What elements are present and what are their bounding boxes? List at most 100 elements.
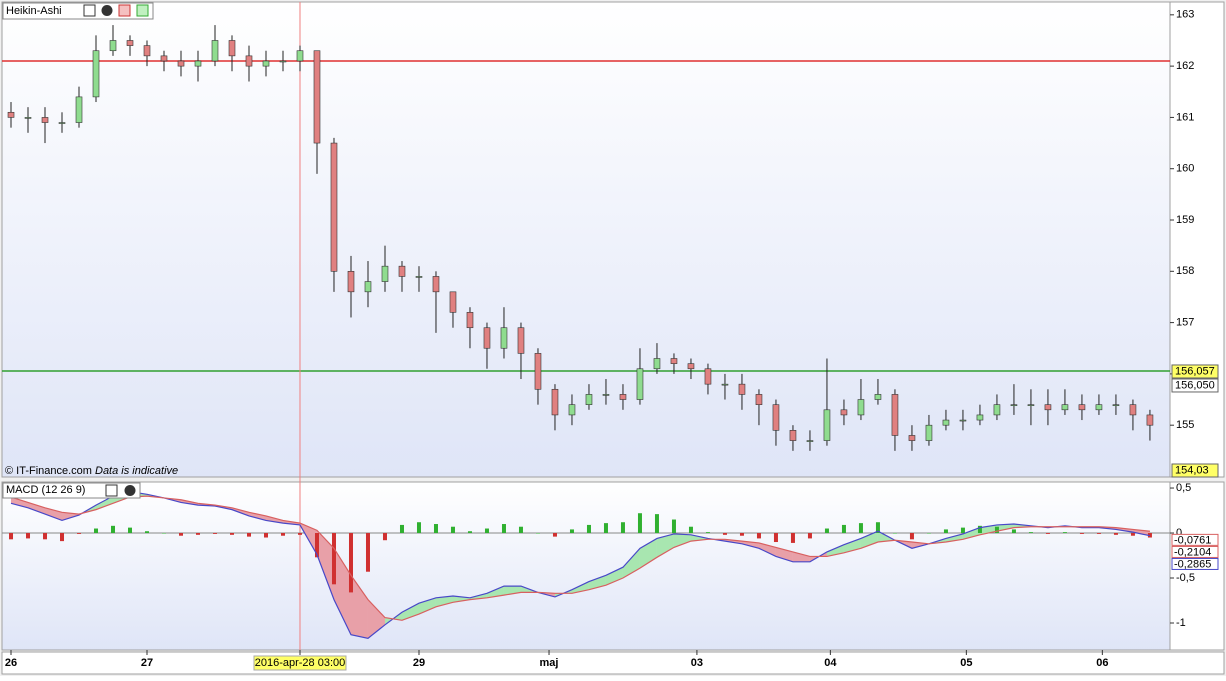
candle-body	[534, 353, 542, 390]
histogram-bar	[128, 527, 133, 534]
candle-body	[891, 394, 899, 436]
macd-fill	[418, 597, 436, 615]
histogram-bar	[484, 528, 489, 534]
x-highlight	[253, 655, 347, 671]
candle-body	[466, 312, 474, 329]
candle-body	[789, 430, 797, 441]
y-tick-label: 160	[1176, 163, 1194, 175]
candle-body	[177, 60, 185, 67]
histogram-bar	[722, 533, 727, 535]
macd-fill	[792, 551, 810, 562]
candle-body	[449, 291, 457, 313]
histogram-bar	[1079, 533, 1084, 534]
x-tick-label: 26	[5, 657, 17, 669]
histogram-bar	[875, 522, 880, 534]
histogram-bar	[739, 533, 744, 536]
y-tick-label: 157	[1176, 317, 1194, 329]
histogram-bar	[1062, 532, 1067, 534]
histogram-bar	[297, 533, 302, 535]
candle-body	[330, 142, 338, 272]
price-label: 156,057	[1175, 365, 1215, 377]
histogram-bar	[943, 529, 948, 534]
candle-body	[1010, 404, 1018, 406]
candle-body	[24, 117, 32, 119]
candle-body	[1129, 404, 1137, 416]
histogram-bar	[450, 526, 455, 534]
candle-body	[840, 409, 848, 416]
candle-body	[976, 414, 984, 421]
candle-body	[738, 383, 746, 395]
candle-body	[245, 55, 253, 67]
macd-fill	[486, 586, 504, 598]
candle-body	[925, 424, 933, 441]
price-label-box	[1171, 378, 1219, 393]
histogram-bar	[246, 533, 251, 537]
macd-fill	[248, 512, 266, 521]
last-value-label: -0,2104	[1174, 546, 1211, 558]
candle-body	[483, 327, 491, 349]
candle-body	[874, 394, 882, 400]
candle-body	[755, 394, 763, 405]
histogram-bar	[909, 533, 914, 540]
candle-body	[92, 50, 100, 98]
histogram-bar	[77, 533, 82, 534]
candle-body	[109, 40, 117, 52]
histogram-bar	[1096, 533, 1101, 534]
histogram-bar	[671, 519, 676, 534]
candle-body	[704, 368, 712, 385]
histogram-bar	[1028, 532, 1033, 534]
histogram-bar	[314, 533, 319, 558]
time-axis	[1, 651, 1225, 675]
y-tick-label: 158	[1176, 265, 1194, 277]
histogram-bar	[501, 524, 506, 534]
histogram-bar	[229, 533, 234, 535]
histogram-bar	[603, 523, 608, 534]
macd-fill	[860, 531, 878, 549]
plot-layer: 155156157158159160161162163156,057156,05…	[2, 2, 1219, 671]
candle-body	[228, 40, 236, 57]
title-box	[2, 2, 154, 20]
macd-fill	[962, 527, 980, 540]
macd-fill	[367, 599, 385, 639]
histogram-bar	[1113, 533, 1118, 535]
histogram-bar	[586, 524, 591, 534]
histogram-bar	[263, 533, 268, 538]
window-icon[interactable]	[105, 484, 118, 497]
candle-body	[415, 276, 423, 278]
candle-body	[653, 358, 661, 370]
x-tick-label: 03	[691, 657, 703, 669]
histogram-bar	[212, 533, 217, 534]
histogram-bar	[60, 533, 65, 542]
histogram-bar	[1130, 533, 1135, 536]
y-tick-label: -1	[1176, 617, 1186, 629]
macd-fill	[28, 502, 46, 515]
candle-body	[58, 122, 66, 124]
histogram-bar	[111, 525, 116, 534]
candle-body	[1061, 404, 1069, 411]
y-tick-label: -0,5	[1176, 572, 1195, 584]
note: Data is indicative	[95, 465, 178, 477]
candle-body	[160, 55, 168, 62]
histogram-bar	[535, 533, 540, 534]
add-icon[interactable]	[118, 4, 131, 17]
candle-body	[1146, 414, 1154, 426]
window-icon[interactable]	[83, 4, 96, 17]
last-value-box	[1171, 545, 1219, 558]
macd-fill	[673, 533, 691, 548]
histogram-bar	[552, 533, 557, 537]
price-label-box	[1171, 463, 1219, 478]
last-value-box	[1171, 557, 1219, 570]
close-icon[interactable]	[101, 5, 113, 16]
macd-fill	[401, 603, 419, 621]
histogram-bar	[195, 533, 200, 535]
histogram-bar	[9, 533, 14, 540]
up-icon[interactable]	[136, 4, 149, 17]
close-icon[interactable]	[124, 485, 136, 496]
candle-body	[381, 265, 389, 282]
candle-body	[636, 368, 644, 400]
histogram-bar	[569, 529, 574, 534]
candle-body	[194, 60, 202, 67]
macd-panel	[1, 481, 1171, 651]
